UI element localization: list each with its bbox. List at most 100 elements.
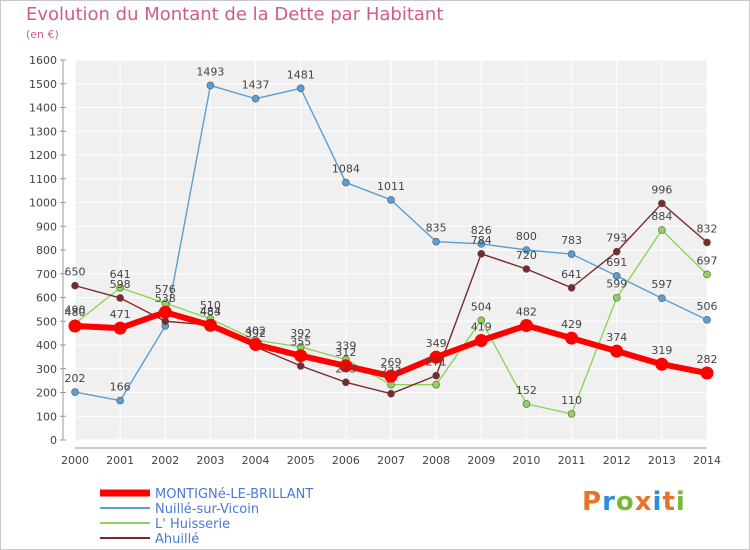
data-point (116, 396, 124, 405)
data-label: 1481 (287, 68, 315, 81)
x-tick-label: 2003 (196, 454, 224, 467)
data-label: 1011 (377, 180, 405, 193)
data-label: 641 (110, 268, 131, 281)
x-tick-label: 2004 (242, 454, 270, 467)
x-tick-label: 2007 (377, 454, 405, 467)
y-tick-label: 1500 (29, 78, 57, 91)
x-tick-label: 2010 (512, 454, 540, 467)
x-tick-label: 2012 (603, 454, 631, 467)
data-point (567, 283, 576, 292)
x-tick-label: 2005 (287, 454, 315, 467)
data-label: 504 (471, 300, 492, 313)
legend-label: MONTIGNé-LE-BRILLANT (155, 487, 313, 502)
data-label: 392 (245, 327, 266, 340)
data-label: 783 (561, 234, 582, 247)
data-label: 355 (290, 336, 311, 349)
data-point (339, 359, 353, 373)
data-label: 691 (606, 256, 627, 269)
data-point (384, 369, 398, 383)
data-label: 1437 (242, 79, 270, 92)
data-point (296, 84, 305, 93)
data-label: 374 (606, 331, 627, 344)
y-tick-label: 0 (50, 434, 57, 447)
data-point (567, 250, 576, 258)
data-point (113, 321, 127, 335)
data-label: 538 (155, 292, 176, 305)
data-label: 429 (561, 318, 582, 331)
legend-label: L' Huisserie (155, 517, 230, 532)
data-point (116, 294, 124, 302)
data-point (700, 366, 714, 380)
data-label: 110 (561, 394, 582, 407)
x-tick-label: 2008 (422, 454, 450, 467)
x-tick-label: 2000 (61, 454, 89, 467)
data-point (612, 272, 621, 280)
data-label: 484 (200, 305, 221, 318)
data-point (116, 283, 124, 292)
data-label: 483 (200, 305, 221, 318)
data-point (342, 378, 350, 387)
y-tick-label: 400 (36, 339, 57, 352)
x-tick-label: 2014 (693, 454, 721, 467)
data-label: 243 (335, 362, 356, 375)
proxiti-logo: Proxiti (582, 487, 686, 517)
data-label: 480 (65, 306, 86, 319)
data-label: 641 (561, 268, 582, 281)
data-label: 1084 (332, 163, 360, 176)
data-point (519, 319, 533, 333)
data-point (71, 388, 79, 396)
data-point (161, 317, 170, 326)
data-point (251, 94, 260, 103)
data-label: 720 (516, 249, 537, 262)
y-tick-label: 900 (36, 220, 57, 233)
x-tick-label: 2013 (648, 454, 676, 467)
x-tick-label: 2011 (558, 454, 586, 467)
y-tick-label: 600 (36, 292, 57, 305)
data-point (432, 380, 440, 389)
data-point (655, 357, 669, 371)
data-label: 650 (65, 266, 86, 279)
data-point (71, 281, 79, 290)
data-label: 339 (335, 339, 356, 352)
data-label: 419 (471, 320, 492, 333)
data-label: 490 (65, 304, 86, 317)
data-point (296, 362, 305, 370)
x-tick-label: 2002 (151, 454, 179, 467)
data-point (432, 237, 440, 246)
data-label: 349 (426, 337, 447, 350)
data-label: 482 (516, 306, 537, 319)
data-point (522, 265, 531, 273)
data-label: 576 (155, 283, 176, 296)
data-label: 832 (697, 222, 718, 235)
y-tick-label: 100 (36, 410, 57, 423)
data-point (658, 226, 666, 234)
x-tick-label: 2006 (332, 454, 360, 467)
y-tick-label: 1400 (29, 102, 57, 115)
data-point (703, 270, 711, 279)
y-tick-label: 1600 (29, 54, 57, 67)
data-label: 233 (381, 365, 402, 378)
data-point (158, 305, 172, 319)
data-point (68, 319, 82, 333)
data-label: 793 (606, 232, 627, 245)
logo-letter: i (652, 487, 663, 517)
data-label: 697 (697, 254, 718, 267)
chart-title: Evolution du Montant de la Dette par Hab… (26, 4, 444, 25)
chart-subtitle: (en €) (26, 28, 59, 41)
logo-letter: x (634, 487, 653, 517)
x-tick-label: 2001 (106, 454, 134, 467)
data-label: 1493 (196, 65, 224, 78)
data-point (432, 371, 440, 380)
data-label: 166 (110, 381, 131, 394)
y-tick-label: 1100 (29, 173, 57, 186)
data-point (294, 349, 308, 363)
data-point (703, 238, 711, 247)
data-point (249, 338, 263, 352)
data-label: 510 (200, 299, 221, 312)
data-point (342, 178, 350, 187)
data-point (565, 331, 579, 345)
data-label: 312 (335, 346, 356, 359)
logo-letter: P (582, 487, 603, 517)
y-tick-label: 300 (36, 363, 57, 376)
